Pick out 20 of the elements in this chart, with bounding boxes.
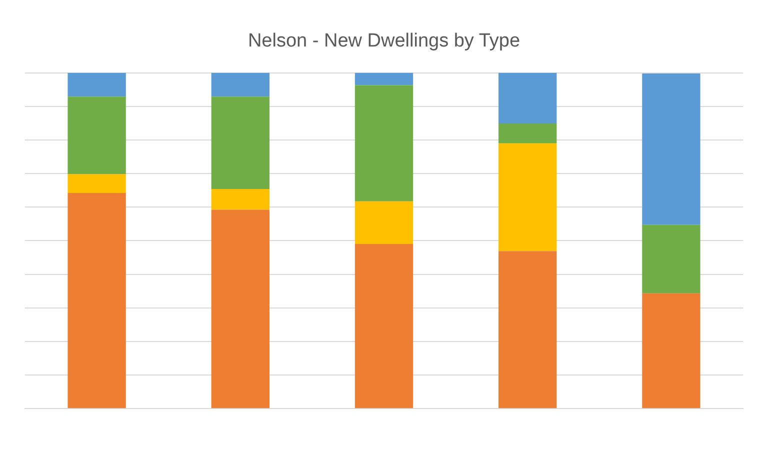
bar [498,143,557,252]
bar [68,174,126,194]
bar [68,193,126,408]
bar [354,72,414,86]
chart-title: Nelson - New Dwellings by Type [248,30,520,52]
bar [354,85,414,202]
bar [354,201,414,244]
bar [642,73,700,225]
bar [211,210,270,408]
bar [68,72,126,97]
bar [211,188,270,210]
bar [498,251,557,408]
bar [642,224,700,294]
bar [68,96,126,174]
bar [211,72,270,97]
bar [211,96,270,189]
bar [642,293,700,408]
bar [498,72,557,124]
bar [354,244,414,408]
bar [498,124,557,144]
